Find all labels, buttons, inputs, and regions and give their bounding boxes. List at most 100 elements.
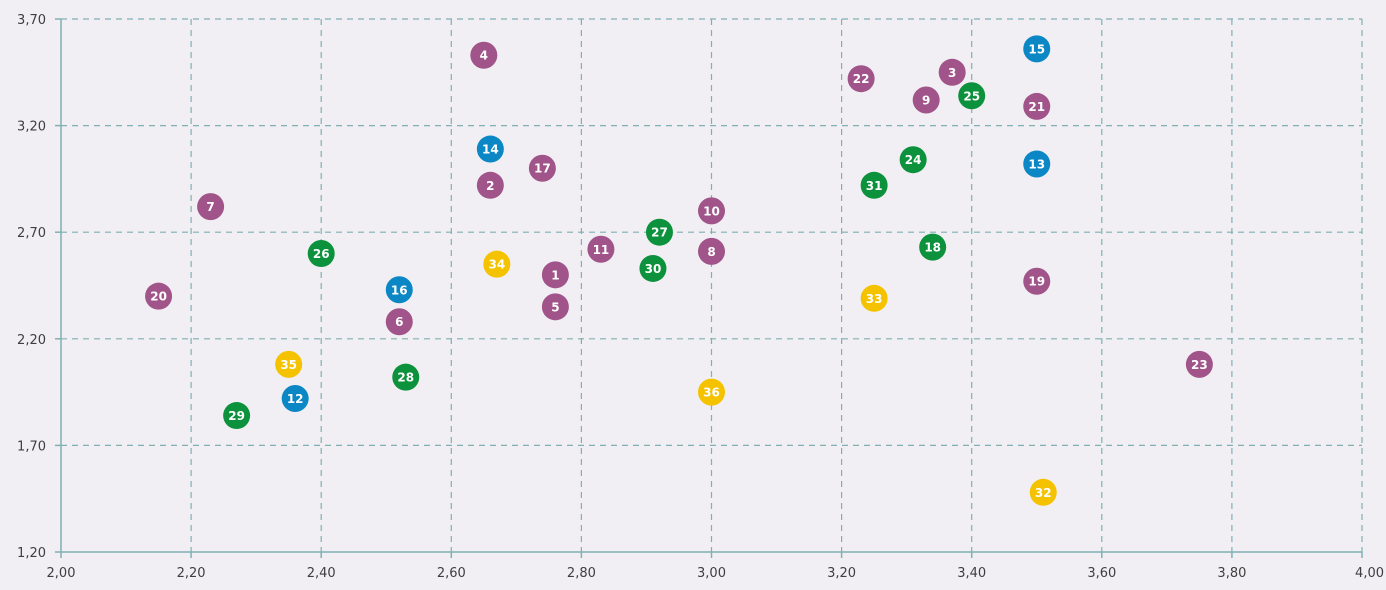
x-tick-label: 2,00 bbox=[47, 566, 76, 581]
data-point: 3 bbox=[938, 58, 966, 86]
data-point-marker bbox=[698, 197, 725, 225]
data-point: 23 bbox=[1185, 350, 1213, 378]
x-tick-label: 3,20 bbox=[827, 566, 856, 581]
data-point-marker bbox=[698, 378, 725, 406]
data-point-label: 24 bbox=[905, 153, 922, 167]
x-tick-label: 3,00 bbox=[697, 566, 726, 581]
data-point: 18 bbox=[919, 233, 947, 261]
data-point: 33 bbox=[860, 284, 888, 312]
data-point-marker bbox=[470, 41, 498, 69]
data-point-marker bbox=[1023, 35, 1051, 63]
x-axis-ticks: 2,00 2,20 2,40 2,60 2,80 3,00 3,20 3,40 3,60 3,80… bbox=[47, 552, 1384, 581]
data-point-marker bbox=[1029, 478, 1057, 506]
data-point: 1 bbox=[541, 261, 569, 289]
data-point: 35 bbox=[275, 350, 303, 378]
data-point-marker bbox=[919, 233, 947, 261]
data-point-marker bbox=[938, 58, 966, 86]
data-point: 36 bbox=[698, 378, 725, 406]
data-point-marker bbox=[541, 293, 569, 321]
grid-lines bbox=[61, 18, 1363, 552]
data-point: 34 bbox=[483, 250, 511, 278]
data-point: 10 bbox=[698, 197, 725, 225]
data-point-marker bbox=[639, 254, 667, 282]
data-point: 14 bbox=[476, 135, 504, 163]
data-point-label: 1 bbox=[551, 268, 559, 282]
data-point-label: 29 bbox=[228, 409, 245, 423]
data-point-marker bbox=[223, 402, 251, 430]
data-point-label: 9 bbox=[922, 94, 930, 108]
y-tick-label: 2,20 bbox=[17, 333, 46, 348]
data-point-marker bbox=[476, 135, 504, 163]
data-point: 31 bbox=[860, 171, 888, 199]
data-points: 1234567891011121314151617181920212223242… bbox=[145, 35, 1213, 506]
data-point: 21 bbox=[1023, 92, 1051, 120]
data-point-marker bbox=[392, 363, 420, 391]
x-tick-label: 4,00 bbox=[1355, 566, 1384, 581]
data-point: 8 bbox=[698, 237, 725, 265]
data-point-marker bbox=[385, 308, 413, 336]
data-point: 30 bbox=[639, 254, 667, 282]
x-tick-label: 2,60 bbox=[437, 566, 466, 581]
data-point-label: 10 bbox=[703, 204, 720, 218]
data-point: 19 bbox=[1023, 267, 1051, 295]
data-point-label: 17 bbox=[534, 162, 551, 176]
y-axis-ticks: 1,20 1,70 2,20 2,70 3,20 3,70 bbox=[17, 13, 61, 561]
data-point-marker bbox=[698, 237, 725, 265]
data-point: 20 bbox=[145, 282, 173, 310]
data-point-marker bbox=[1185, 350, 1213, 378]
data-point: 22 bbox=[847, 65, 875, 93]
data-point-label: 7 bbox=[206, 200, 214, 214]
data-point-label: 30 bbox=[645, 262, 662, 276]
data-point: 13 bbox=[1023, 150, 1051, 178]
x-tick-label: 2,80 bbox=[567, 566, 596, 581]
data-point-label: 8 bbox=[707, 245, 715, 259]
x-tick-label: 3,80 bbox=[1217, 566, 1246, 581]
data-point-label: 20 bbox=[150, 290, 167, 304]
data-point-marker bbox=[281, 384, 309, 412]
data-point: 12 bbox=[281, 384, 309, 412]
data-point-label: 11 bbox=[593, 243, 610, 257]
data-point-marker bbox=[860, 284, 888, 312]
data-point-label: 33 bbox=[866, 292, 883, 306]
data-point-label: 14 bbox=[482, 143, 499, 157]
data-point: 7 bbox=[197, 193, 225, 221]
data-point-label: 4 bbox=[480, 49, 488, 63]
x-tick-label: 3,60 bbox=[1087, 566, 1116, 581]
data-point: 27 bbox=[645, 218, 673, 246]
x-tick-label: 3,40 bbox=[957, 566, 986, 581]
data-point: 9 bbox=[912, 86, 940, 114]
data-point: 17 bbox=[528, 154, 556, 182]
data-point-marker bbox=[1023, 150, 1051, 178]
data-point-marker bbox=[483, 250, 511, 278]
data-point-label: 26 bbox=[313, 247, 330, 261]
data-point-label: 32 bbox=[1035, 486, 1052, 500]
data-point: 6 bbox=[385, 308, 413, 336]
data-point-marker bbox=[587, 235, 615, 263]
data-point-marker bbox=[307, 240, 335, 268]
y-tick-label: 1,20 bbox=[17, 546, 46, 561]
data-point-marker bbox=[145, 282, 173, 310]
data-point-label: 22 bbox=[853, 72, 870, 86]
data-point-label: 3 bbox=[948, 66, 956, 80]
data-point-marker bbox=[860, 171, 888, 199]
data-point: 15 bbox=[1023, 35, 1051, 63]
y-tick-label: 1,70 bbox=[17, 439, 46, 454]
data-point: 28 bbox=[392, 363, 420, 391]
data-point-marker bbox=[528, 154, 556, 182]
data-point-label: 21 bbox=[1028, 100, 1045, 114]
data-point-marker bbox=[899, 146, 927, 174]
data-point-marker bbox=[1023, 267, 1051, 295]
data-point: 32 bbox=[1029, 478, 1057, 506]
data-point-marker bbox=[912, 86, 940, 114]
data-point: 5 bbox=[541, 293, 569, 321]
data-point-label: 23 bbox=[1191, 358, 1208, 372]
data-point-marker bbox=[645, 218, 673, 246]
data-point-label: 6 bbox=[395, 315, 403, 329]
data-point-label: 13 bbox=[1028, 157, 1045, 171]
data-point-marker bbox=[476, 171, 504, 199]
data-point-marker bbox=[275, 350, 303, 378]
data-point-label: 19 bbox=[1028, 275, 1045, 289]
data-point-marker bbox=[197, 193, 225, 221]
y-tick-label: 3,20 bbox=[17, 120, 46, 135]
data-point-label: 31 bbox=[866, 179, 883, 193]
